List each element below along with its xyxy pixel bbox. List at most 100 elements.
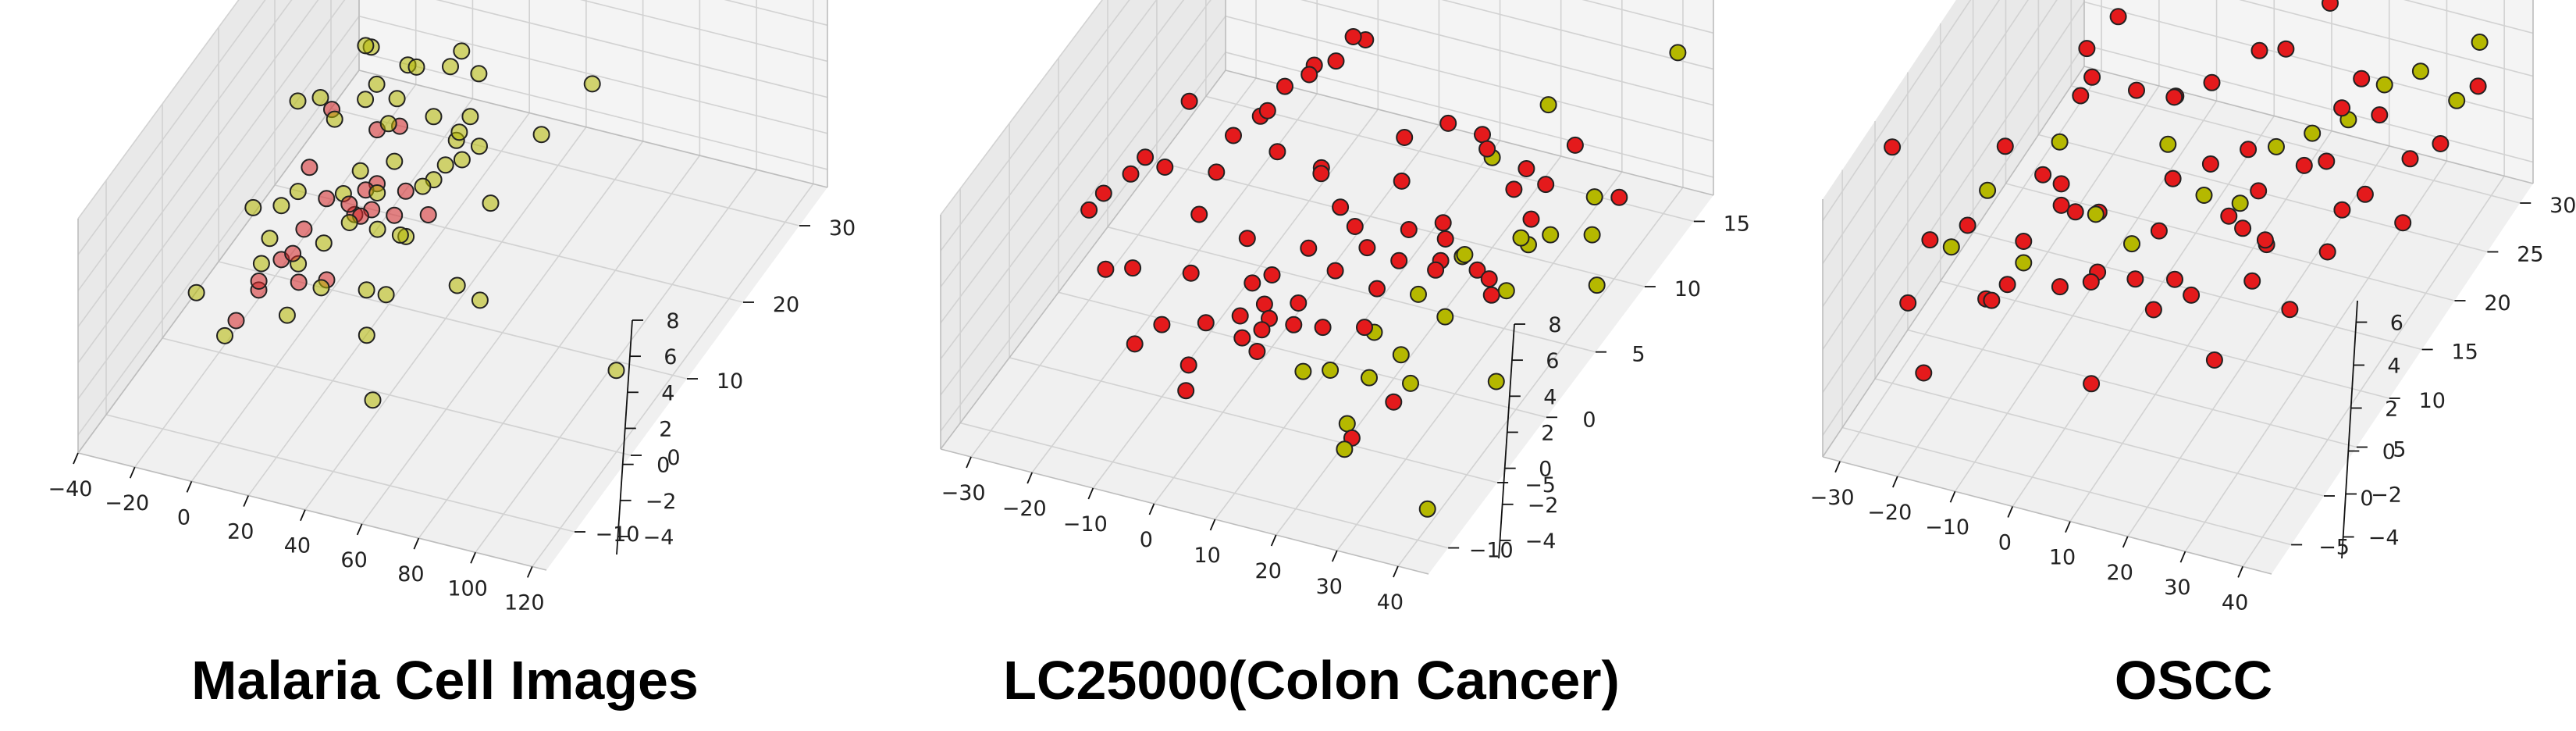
scatter-point <box>1474 126 1491 144</box>
axis-lines <box>73 225 810 578</box>
scatter-point <box>1921 231 1939 249</box>
scatter-point <box>1177 382 1195 400</box>
scatter-point <box>436 156 454 174</box>
scatter-point <box>2243 272 2261 290</box>
z-tick-label: 4 <box>1543 385 1557 409</box>
scatter-point <box>289 183 307 201</box>
y-tick-label: 20 <box>773 293 799 317</box>
axis-lines <box>1834 202 2532 578</box>
scatter-point <box>1153 316 1171 333</box>
scatter-point <box>2401 150 2419 168</box>
scatter-point <box>1392 346 1410 364</box>
scatter-point <box>1583 226 1601 244</box>
grid-lines <box>77 0 828 567</box>
scatter-point <box>358 326 375 344</box>
scatter-point <box>397 182 415 200</box>
scatter-point <box>1332 198 1350 216</box>
scatter-point <box>2015 233 2033 250</box>
x-tick-label: 0 <box>1140 528 1153 552</box>
x-tick-label: 80 <box>397 562 424 587</box>
scatter-point <box>1505 180 1523 198</box>
scatter-point <box>2195 187 2213 204</box>
y-tick-label: 0 <box>667 446 680 470</box>
scatter-point <box>448 276 466 294</box>
z-tick-label: 6 <box>2390 312 2403 336</box>
scatter-point <box>386 206 404 224</box>
caption-colon-cancer: LC25000(Colon Cancer) <box>1003 650 1620 711</box>
z-tick-label: 6 <box>664 345 677 369</box>
scatter-point <box>1233 329 1251 347</box>
scatter-point <box>1358 239 1376 257</box>
caption-oscc: OSCC <box>2115 650 2272 711</box>
scatter-point <box>1182 264 1200 282</box>
x-tick-label: 0 <box>177 505 190 530</box>
z-tick-label: −4 <box>2368 526 2400 551</box>
scatter-point <box>407 58 425 76</box>
scatter-point <box>261 230 279 248</box>
x-tick-label: 10 <box>1194 544 1220 568</box>
scatter-point <box>357 91 375 109</box>
left-pane <box>1823 0 2084 457</box>
scatter-point <box>1436 230 1454 248</box>
scatter-point <box>1410 285 1427 303</box>
x-tick-label: 100 <box>447 576 488 601</box>
scatter-point <box>1542 226 1560 244</box>
scatter-point <box>216 326 233 344</box>
x-tick-label: −30 <box>941 481 986 505</box>
caption-malaria: Malaria Cell Images <box>191 650 699 711</box>
y-tick-label: 0 <box>1582 408 1596 432</box>
z-tick-label: 2 <box>2385 398 2398 422</box>
scatter-point <box>2256 231 2274 249</box>
scatter-point <box>2072 87 2090 105</box>
z-tick-label: −2 <box>2371 483 2402 508</box>
scatter-point <box>368 184 386 201</box>
scatter-point <box>318 190 336 208</box>
scatter-point <box>2051 278 2069 296</box>
x-tick-label: 0 <box>1998 531 2012 555</box>
y-tick-label: 30 <box>2549 194 2576 218</box>
x-tick-label: −20 <box>1002 497 1047 521</box>
x-tick-label: −20 <box>1867 501 1912 525</box>
scatter-point <box>1487 373 1505 390</box>
scatter-point <box>2123 235 2140 253</box>
scatter-point <box>450 123 468 141</box>
x-tick-label: −30 <box>1810 486 1855 510</box>
scatter-point <box>1427 261 1445 279</box>
scatter-point <box>2165 88 2183 106</box>
scatter-point <box>1124 259 1142 277</box>
scatter-point <box>1996 137 2014 155</box>
scatter-point <box>2083 68 2101 86</box>
scatter-point <box>482 194 500 212</box>
scatter-point <box>1244 274 1261 292</box>
back-pane <box>2084 0 2533 184</box>
scatter-point <box>289 92 307 110</box>
scatter-point <box>301 159 318 177</box>
scatter-point <box>1585 188 1603 206</box>
scatter-point <box>2159 135 2177 153</box>
x-tick-label: 20 <box>1255 559 1282 583</box>
x-tick-label: 20 <box>227 520 254 544</box>
scatter-point <box>386 152 404 170</box>
scatter-point <box>2356 185 2374 203</box>
x-tick-label: −40 <box>48 477 93 501</box>
scatter-point <box>1512 229 1530 247</box>
z-tick-label: 0 <box>656 454 670 478</box>
scatter-point <box>1253 321 1271 339</box>
z-tick-label: 0 <box>1539 458 1552 482</box>
scatter-point <box>1300 239 1318 257</box>
scatter-point <box>2277 40 2295 58</box>
scatter-point <box>2231 194 2249 212</box>
x-tick-label: 40 <box>1377 590 1404 615</box>
x-tick-label: 30 <box>1316 575 1343 599</box>
x-tick-label: 30 <box>2164 576 2190 600</box>
scatter-point <box>1983 291 2001 309</box>
y-tick-label: 5 <box>1631 343 1645 367</box>
x-tick-label: 40 <box>2222 590 2248 615</box>
scatter-point <box>2052 196 2070 214</box>
scatter-point <box>2051 133 2069 151</box>
z-tick-label: −2 <box>1528 494 1559 518</box>
z-tick-label: 0 <box>2382 440 2396 465</box>
scatter-point <box>1314 319 1332 337</box>
scatter-point <box>1669 44 1687 62</box>
